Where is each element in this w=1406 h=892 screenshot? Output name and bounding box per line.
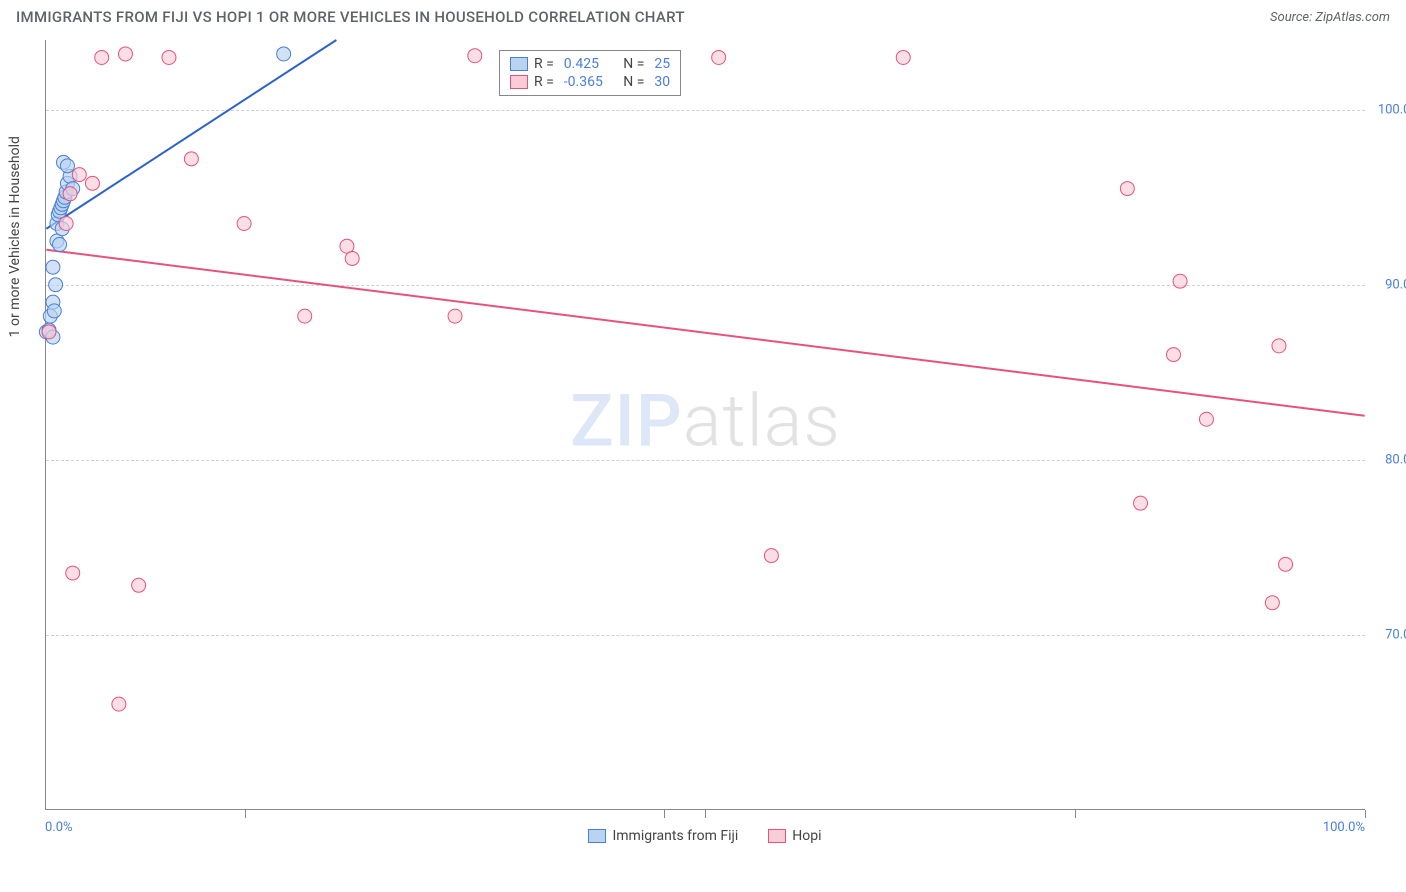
trend-line xyxy=(46,250,1364,416)
x-tick-mark xyxy=(245,810,246,818)
legend-series-label: Immigrants from Fiji xyxy=(612,828,738,844)
legend-series-label: Hopi xyxy=(792,828,821,844)
scatter-point xyxy=(72,168,86,182)
scatter-point xyxy=(896,50,910,64)
scatter-point xyxy=(1279,557,1293,571)
scatter-point xyxy=(1265,596,1279,610)
scatter-point xyxy=(764,549,778,563)
plot-area: ZIPatlas R = 0.425 N = 25 R = -0.365 N =… xyxy=(45,40,1365,810)
legend-n-value: 25 xyxy=(654,56,670,72)
x-tick-mark xyxy=(664,810,665,818)
legend-n-label: N = xyxy=(620,56,645,72)
scatter-point xyxy=(277,47,291,61)
scatter-point xyxy=(66,566,80,580)
scatter-point xyxy=(49,278,63,292)
source-attribution: Source: ZipAtlas.com xyxy=(1270,10,1390,25)
scatter-point xyxy=(1134,496,1148,510)
scatter-point xyxy=(1199,412,1213,426)
x-tick-mark xyxy=(1365,810,1366,818)
y-tick-label: 80.0% xyxy=(1370,453,1406,468)
legend-swatch xyxy=(768,829,786,843)
scatter-point xyxy=(298,309,312,323)
scatter-point xyxy=(132,578,146,592)
scatter-point xyxy=(59,217,73,231)
scatter-point xyxy=(95,50,109,64)
y-axis-title: 1 or more Vehicles in Household xyxy=(7,136,23,337)
scatter-point xyxy=(46,260,60,274)
legend-swatch xyxy=(510,75,528,89)
scatter-point xyxy=(86,176,100,190)
scatter-point xyxy=(162,50,176,64)
y-tick-label: 70.0% xyxy=(1370,628,1406,643)
legend-r-value: -0.365 xyxy=(564,74,614,90)
y-tick-label: 90.0% xyxy=(1370,278,1406,293)
scatter-point xyxy=(448,309,462,323)
legend-r-value: 0.425 xyxy=(564,56,614,72)
scatter-point xyxy=(47,304,61,318)
scatter-point xyxy=(237,217,251,231)
scatter-point xyxy=(345,251,359,265)
chart-container: 1 or more Vehicles in Household ZIPatlas… xyxy=(0,30,1406,885)
scatter-point xyxy=(42,325,56,339)
scatter-point xyxy=(1167,348,1181,362)
scatter-point xyxy=(60,159,74,173)
scatter-point xyxy=(1173,274,1187,288)
legend-r-label: R = xyxy=(534,74,554,90)
legend-swatch xyxy=(588,829,606,843)
scatter-point xyxy=(112,697,126,711)
scatter-plot-svg xyxy=(46,40,1365,809)
legend-series: Immigrants from Fiji Hopi xyxy=(45,828,1365,844)
scatter-point xyxy=(468,49,482,63)
legend-series-item: Immigrants from Fiji xyxy=(588,828,738,844)
scatter-point xyxy=(53,237,67,251)
scatter-point xyxy=(712,50,726,64)
legend-r-label: R = xyxy=(534,56,554,72)
scatter-point xyxy=(63,187,77,201)
trend-line xyxy=(46,40,336,229)
title-bar: IMMIGRANTS FROM FIJI VS HOPI 1 OR MORE V… xyxy=(0,0,1406,30)
chart-title: IMMIGRANTS FROM FIJI VS HOPI 1 OR MORE V… xyxy=(16,8,685,26)
x-tick-mark xyxy=(1075,810,1076,818)
legend-swatch xyxy=(510,57,528,71)
x-tick-mark xyxy=(705,810,706,818)
legend-correlation-row: R = -0.365 N = 30 xyxy=(510,73,670,91)
legend-correlation-row: R = 0.425 N = 25 xyxy=(510,55,670,73)
legend-n-value: 30 xyxy=(654,74,670,90)
y-tick-label: 100.0% xyxy=(1370,103,1406,118)
scatter-point xyxy=(118,47,132,61)
legend-n-label: N = xyxy=(620,74,645,90)
scatter-point xyxy=(184,152,198,166)
legend-correlation-box: R = 0.425 N = 25 R = -0.365 N = 30 xyxy=(499,50,681,96)
scatter-point xyxy=(1272,339,1286,353)
scatter-point xyxy=(1120,182,1134,196)
legend-series-item: Hopi xyxy=(768,828,821,844)
